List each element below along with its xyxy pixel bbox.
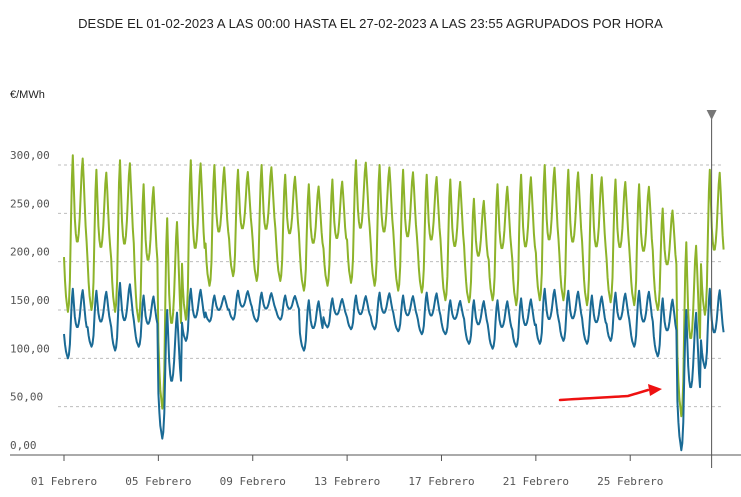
- y-tick-label: 250,00: [10, 197, 50, 210]
- y-tick-label: 100,00: [10, 342, 50, 355]
- chart-title: DESDE EL 01-02-2023 A LAS 00:00 HASTA EL…: [78, 16, 663, 31]
- y-tick-label: 0,00: [10, 439, 37, 452]
- series-line: [63, 154, 725, 418]
- x-tick-label: 01 Febrero: [31, 475, 97, 488]
- y-axis-unit-label: €/MWh: [10, 89, 45, 101]
- arrow-shaft: [558, 388, 650, 402]
- arrow-head: [648, 384, 662, 396]
- y-tick-label: 300,00: [10, 149, 50, 162]
- y-axis-ticks: 0,00 50,00 100,00 150,00 200,00 250,00 300,00: [10, 149, 50, 452]
- series-lines: [63, 154, 725, 452]
- x-tick-label: 13 Febrero: [314, 475, 380, 488]
- cursor-marker-triangle[interactable]: [706, 110, 717, 120]
- y-tick-label: 50,00: [10, 391, 43, 404]
- cursor-line[interactable]: [706, 110, 717, 468]
- x-tick-label: 21 Febrero: [503, 475, 569, 488]
- x-axis-ticks: 01 Febrero 05 Febrero 09 Febrero 13 Febrero…: [31, 455, 663, 488]
- x-tick-label: 09 Febrero: [220, 475, 286, 488]
- series-line: [63, 281, 725, 452]
- grid-lines: [10, 164, 741, 456]
- x-tick-label: 05 Febrero: [125, 475, 191, 488]
- y-tick-label: 200,00: [10, 246, 50, 259]
- x-tick-label: 17 Febrero: [408, 475, 474, 488]
- x-tick-label: 25 Febrero: [597, 475, 663, 488]
- y-tick-label: 150,00: [10, 294, 50, 307]
- red-arrow-annotation: [558, 384, 662, 402]
